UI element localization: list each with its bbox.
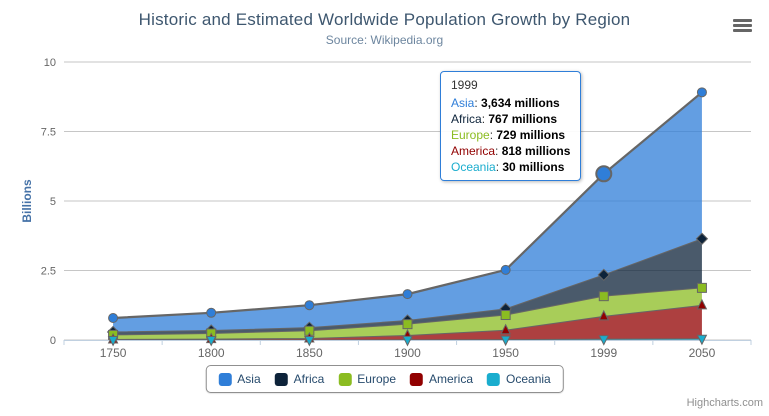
data-point-oceania-1750[interactable]	[107, 335, 119, 347]
legend-item-asia[interactable]: Asia	[218, 372, 261, 386]
legend-item-africa[interactable]: Africa	[274, 372, 325, 386]
data-point-africa-1999[interactable]	[597, 268, 610, 282]
legend-item-europe[interactable]: Europe	[338, 372, 396, 386]
data-point-europe-2050[interactable]	[696, 282, 707, 293]
x-axis-tick-label: 2050	[689, 346, 716, 360]
data-point-america-2050[interactable]	[696, 298, 708, 310]
data-point-asia-1900[interactable]	[402, 289, 413, 300]
tooltip-series-value: 767 millions	[488, 112, 558, 126]
area-america[interactable]	[113, 305, 702, 340]
chart-title: Historic and Estimated Worldwide Populat…	[138, 10, 631, 29]
tooltip-series-name: Asia	[451, 96, 475, 110]
tooltip-row: Oceania: 30 millions	[451, 160, 565, 174]
legend-label: Africa	[293, 372, 325, 386]
y-axis-tick-label: 0	[50, 335, 56, 347]
x-axis-tick-label: 1950	[492, 346, 519, 360]
x-axis-tick-label: 1750	[100, 346, 127, 360]
tooltip-series-value: 729 millions	[496, 128, 566, 142]
tooltip-row: Europe: 729 millions	[451, 128, 566, 142]
export-menu-button[interactable]	[731, 15, 754, 36]
data-point-asia-1850[interactable]	[304, 300, 315, 311]
data-point-asia-2050[interactable]	[696, 87, 707, 98]
legend-symbol	[338, 372, 352, 386]
y-axis-tick-label: 7.5	[41, 127, 56, 139]
x-axis-tick-label: 1999	[590, 346, 617, 360]
data-point-asia-1750[interactable]	[108, 313, 119, 324]
data-point-asia-1999[interactable]	[595, 165, 613, 183]
data-point-oceania-1800[interactable]	[205, 335, 217, 347]
legend-item-oceania[interactable]: Oceania	[487, 372, 551, 386]
data-point-america-1950[interactable]	[500, 323, 511, 335]
tooltip-series-value: 3,634 millions	[481, 96, 560, 110]
tooltip-series-value: 818 millions	[501, 144, 571, 158]
hamburger-icon	[733, 29, 752, 32]
tooltip-row: America: 818 millions	[451, 144, 571, 158]
data-point-europe-1999[interactable]	[598, 291, 609, 302]
data-point-oceania-2050[interactable]	[696, 334, 708, 346]
x-axis-tick-label: 1850	[296, 346, 323, 360]
data-point-america-1999[interactable]	[598, 309, 610, 321]
data-point-oceania-1950[interactable]	[500, 335, 511, 347]
tooltip-series-name: Oceania	[451, 160, 496, 174]
tooltip-row: Africa: 767 millions	[451, 112, 558, 126]
tooltip-series-name: Africa	[451, 112, 482, 126]
legend-label: Europe	[357, 372, 397, 386]
legend-label: Oceania	[506, 372, 551, 386]
credits-link[interactable]: Highcharts.com	[686, 397, 763, 409]
y-axis-tick-label: 10	[44, 57, 56, 69]
hamburger-icon	[733, 24, 752, 27]
data-point-oceania-1999[interactable]	[598, 335, 610, 346]
tooltip-header: 1999	[451, 78, 478, 92]
data-point-oceania-1900[interactable]	[402, 335, 413, 347]
tooltip-series-name: Europe	[451, 128, 490, 142]
tooltip-series-value: 30 millions	[502, 160, 565, 174]
data-point-asia-1800[interactable]	[206, 307, 217, 318]
legend-label: America	[429, 372, 474, 386]
tooltip-rows: Asia: 3,634 millions Africa: 767 millions…	[451, 95, 570, 175]
data-point-oceania-1850[interactable]	[304, 335, 315, 347]
area-africa[interactable]	[113, 238, 702, 335]
legend-symbol	[410, 372, 424, 386]
x-axis-tick-label: 1900	[394, 346, 421, 360]
hamburger-icon	[733, 19, 752, 22]
data-point-europe-1950[interactable]	[500, 310, 511, 321]
legend-label: Asia	[237, 372, 261, 386]
tooltip-series-name: America	[451, 144, 496, 158]
tooltip-row: Asia: 3,634 millions	[451, 96, 560, 110]
data-point-europe-1900[interactable]	[402, 319, 413, 330]
legend-item-america[interactable]: America	[410, 372, 473, 386]
y-axis-tick-label: 2.5	[41, 266, 56, 278]
y-axis-tick-label: 5	[50, 196, 56, 208]
legend-symbol	[487, 372, 501, 386]
x-axis-tick-label: 1800	[198, 346, 225, 360]
legend: Asia Africa Europe America Oceania	[205, 365, 564, 393]
data-point-africa-2050[interactable]	[695, 232, 709, 245]
y-axis-title: Billions	[20, 179, 34, 223]
tooltip: 1999 Asia: 3,634 millions Africa: 767 mil…	[440, 71, 582, 181]
data-point-asia-1950[interactable]	[500, 264, 511, 275]
chart-subtitle: Source: Wikipedia.org	[325, 33, 444, 47]
area-asia[interactable]	[113, 92, 702, 332]
legend-symbol	[218, 372, 232, 386]
legend-symbol	[274, 372, 288, 386]
